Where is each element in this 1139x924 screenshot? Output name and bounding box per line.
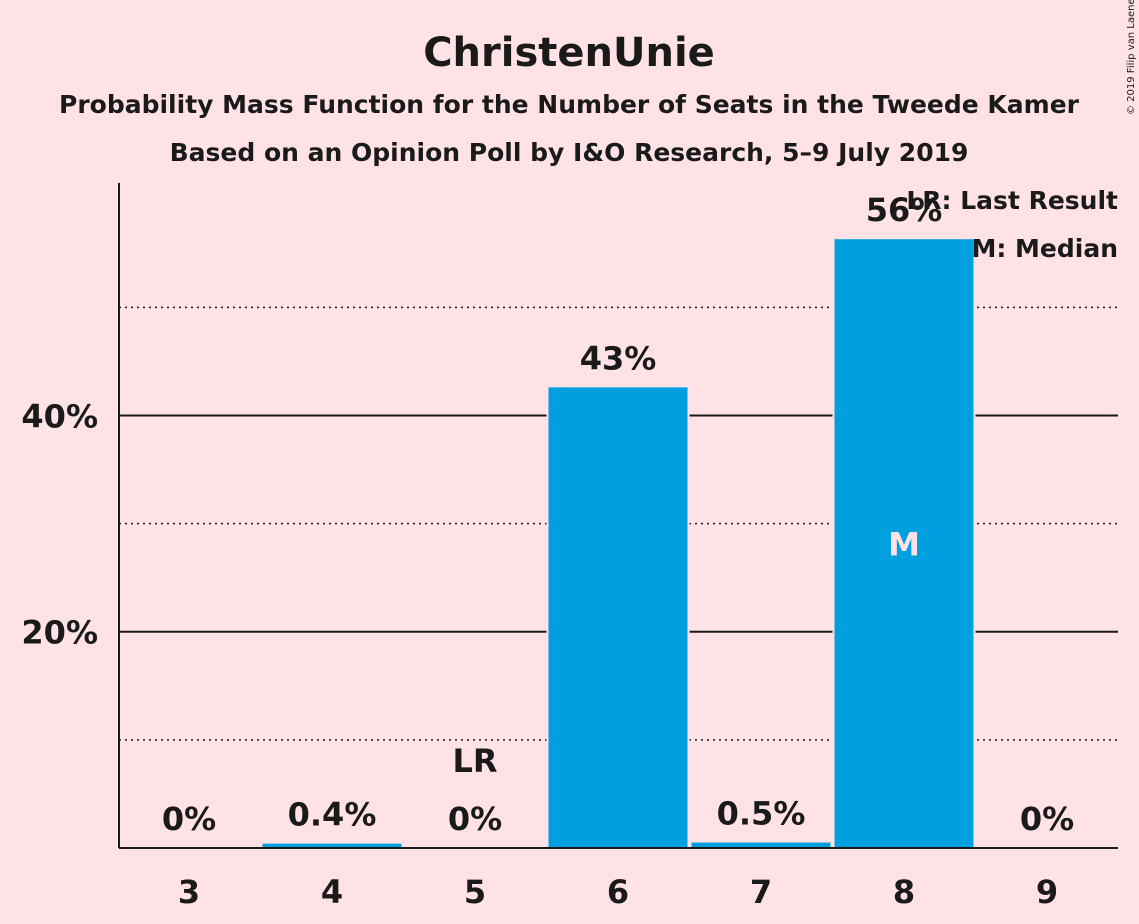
- data-label: 0.5%: [717, 795, 806, 833]
- data-label: 0.4%: [288, 796, 377, 834]
- data-label: 43%: [580, 339, 657, 377]
- bar: [834, 239, 974, 848]
- chart-title: ChristenUnie: [423, 30, 715, 76]
- x-tick-label: 7: [750, 873, 772, 911]
- x-tick-label: 3: [178, 873, 200, 911]
- x-tick-label: 9: [1036, 873, 1058, 911]
- median-marker: M: [888, 526, 920, 564]
- bar: [691, 842, 831, 848]
- legend-median: M: Median: [971, 234, 1118, 263]
- y-tick-label: 20%: [21, 614, 98, 652]
- axes: 20% 40% 3 4 5 6 7 8 9: [21, 183, 1118, 911]
- data-labels: 0% 0.4% 0% 43% 0.5% 56% 0% LR M: [162, 191, 1074, 838]
- last-result-marker: LR: [452, 742, 497, 780]
- x-tick-label: 8: [893, 873, 915, 911]
- bar: [262, 843, 402, 848]
- chart-subtitle-source: Based on an Opinion Poll by I&O Research…: [170, 138, 969, 167]
- data-label: 0%: [448, 800, 502, 838]
- data-label: 0%: [1020, 800, 1074, 838]
- data-label: 56%: [866, 191, 943, 229]
- data-label: 0%: [162, 800, 216, 838]
- legend-last-result: LR: Last Result: [906, 186, 1118, 215]
- chart-subtitle: Probability Mass Function for the Number…: [59, 90, 1080, 119]
- bars: [260, 237, 976, 848]
- x-tick-label: 4: [321, 873, 343, 911]
- copyright-note: © 2019 Filip van Laenen: [1126, 0, 1137, 115]
- bar: [548, 387, 688, 848]
- x-tick-label: 5: [464, 873, 486, 911]
- x-tick-label: 6: [607, 873, 629, 911]
- y-tick-label: 40%: [21, 397, 98, 435]
